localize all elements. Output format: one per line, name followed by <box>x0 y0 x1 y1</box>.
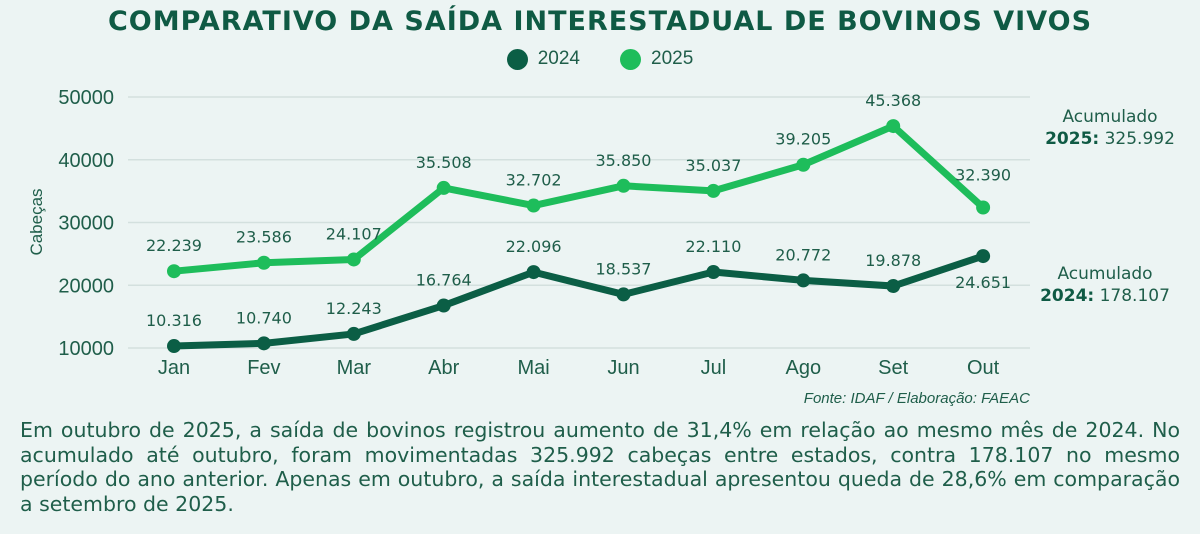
data-point-2024 <box>167 339 181 354</box>
data-label-2024: 18.537 <box>596 259 652 278</box>
data-label-2025: 23.586 <box>236 228 292 247</box>
data-label-2024: 22.110 <box>685 237 741 256</box>
data-label-2024: 22.096 <box>506 237 562 256</box>
x-tick-label: Jan <box>158 357 190 379</box>
legend-item-2024: 2024 <box>506 48 580 70</box>
data-label-2025: 45.368 <box>865 91 921 110</box>
y-tick-label: 40000 <box>58 150 114 172</box>
data-point-2024 <box>616 287 631 302</box>
data-label-2025: 35.508 <box>416 153 472 172</box>
accumulated-2024-value: 178.107 <box>1099 286 1170 306</box>
x-tick-label: Fev <box>247 357 280 379</box>
data-point-2024 <box>706 265 721 280</box>
series-line-2025 <box>170 122 987 275</box>
x-tick-label: Jul <box>701 357 727 379</box>
accumulated-2024-heading: Acumulado <box>1057 264 1153 284</box>
data-point-2025 <box>346 252 361 267</box>
x-tick-label: Set <box>878 357 908 379</box>
data-point-2025 <box>886 119 901 134</box>
legend-marker-2025 <box>620 48 641 70</box>
x-axis-ticks: Jan Fev Mar Abr Mai Jun Jul Ago Set Out <box>158 357 1000 379</box>
x-tick-label: Jun <box>607 357 639 379</box>
data-point-2024 <box>256 336 271 351</box>
data-labels: 10.316 10.740 12.243 16.764 22.096 18.537 22.1… <box>146 91 1011 330</box>
x-tick-label: Ago <box>786 357 822 379</box>
data-label-2024: 10.740 <box>236 308 292 327</box>
x-tick-label: Mar <box>337 357 372 379</box>
accumulated-2024: Acumulado 2024: 178.107 <box>1030 263 1180 307</box>
data-point-2025 <box>706 183 721 198</box>
data-label-2024: 19.878 <box>865 251 921 270</box>
data-point-2025 <box>256 255 271 270</box>
accumulated-2025-year: 2025: <box>1045 129 1100 149</box>
data-label-2024: 16.764 <box>416 271 472 290</box>
y-axis-ticks: 10000 20000 30000 40000 50000 <box>58 87 114 360</box>
legend-marker-2024 <box>506 48 528 70</box>
data-point-2025 <box>526 198 541 213</box>
accumulated-2024-year: 2024: <box>1040 286 1095 306</box>
legend-label-2024: 2024 <box>537 48 580 69</box>
series-line-2024 <box>170 252 987 350</box>
data-label-2025: 32.702 <box>506 171 562 190</box>
data-label-2025: 39.205 <box>775 130 831 149</box>
y-tick-label: 30000 <box>58 213 114 235</box>
accumulated-2025: Acumulado 2025: 325.992 <box>1030 106 1190 150</box>
y-axis-label: Cabeças <box>27 188 46 255</box>
y-tick-label: 50000 <box>58 87 114 109</box>
y-tick-label: 10000 <box>58 338 114 360</box>
data-label-2024: 24.651 <box>955 273 1011 292</box>
accumulated-2025-heading: Acumulado <box>1062 107 1158 127</box>
data-point-2025 <box>167 264 181 279</box>
data-label-2024: 20.772 <box>775 245 831 264</box>
data-point-2025 <box>976 200 991 215</box>
source-note: Fonte: IDAF / Elaboração: FAEAC <box>803 390 1030 407</box>
data-point-2024 <box>976 249 991 264</box>
data-point-2024 <box>526 265 541 280</box>
x-tick-label: Abr <box>428 357 459 379</box>
data-label-2025: 35.037 <box>685 156 741 175</box>
data-point-2024 <box>346 326 361 341</box>
legend: 2024 2025 <box>0 48 1200 70</box>
accumulated-2025-value: 325.992 <box>1104 129 1175 149</box>
series-points <box>167 119 991 354</box>
summary-text: Em outubro de 2025, a saída de bovinos r… <box>20 418 1180 516</box>
data-label-2025: 32.390 <box>955 166 1011 185</box>
x-tick-label: Mai <box>517 357 549 379</box>
y-tick-label: 20000 <box>58 275 114 297</box>
data-label-2025: 24.107 <box>326 224 382 243</box>
data-point-2024 <box>886 279 901 294</box>
data-point-2025 <box>616 178 631 193</box>
data-point-2025 <box>436 180 451 195</box>
data-point-2024 <box>796 273 811 288</box>
series-lines <box>170 122 987 350</box>
data-label-2024: 10.316 <box>146 311 202 330</box>
data-label-2025: 35.850 <box>596 151 652 170</box>
chart-title: COMPARATIVO DA SAÍDA INTERESTADUAL DE BO… <box>107 6 1093 37</box>
legend-label-2025: 2025 <box>651 48 694 69</box>
data-label-2025: 22.239 <box>146 236 202 255</box>
data-point-2024 <box>436 298 451 313</box>
legend-item-2025: 2025 <box>620 48 693 70</box>
data-point-2025 <box>796 157 811 172</box>
x-tick-label: Out <box>967 357 1000 379</box>
data-label-2024: 12.243 <box>326 299 382 318</box>
